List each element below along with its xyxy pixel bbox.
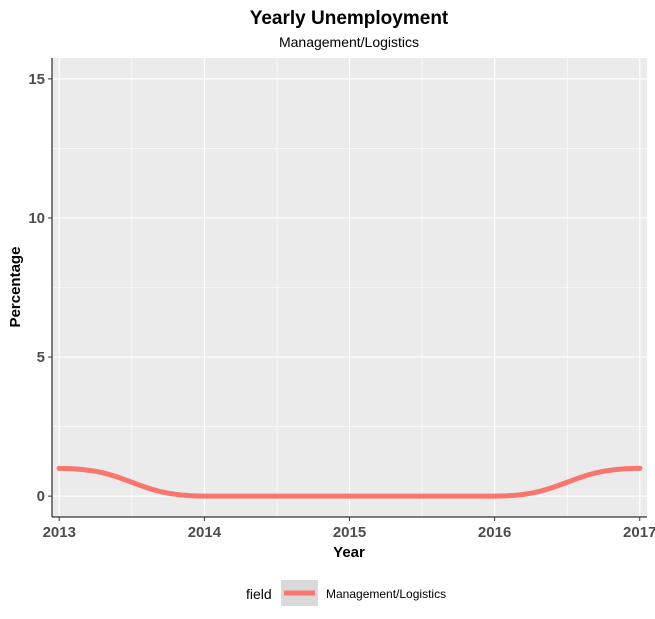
chart-title: Yearly Unemployment (250, 8, 449, 29)
chart-subtitle: Management/Logistics (279, 34, 419, 50)
y-tick-label: 10 (28, 210, 45, 227)
x-tick-label: 2015 (333, 524, 366, 541)
x-tick-label: 2013 (43, 524, 76, 541)
legend-label: Management/Logistics (326, 587, 446, 601)
y-tick-label: 15 (28, 71, 45, 88)
x-axis-ticks: 2013 2014 2015 2016 2017 (43, 517, 655, 541)
y-tick-label: 0 (37, 488, 45, 505)
legend-title: field (246, 586, 272, 602)
series-layer (56, 465, 643, 499)
y-axis-title: Percentage (7, 247, 24, 328)
y-axis-ticks: 0 5 10 15 (28, 71, 52, 505)
x-tick-label: 2014 (188, 524, 222, 541)
plot-panel (51, 58, 647, 518)
x-tick-label: 2016 (478, 524, 511, 541)
series-point (56, 465, 62, 471)
series-point (492, 493, 498, 499)
x-axis-title: Year (333, 544, 365, 561)
x-tick-label: 2017 (623, 524, 655, 541)
y-tick-label: 5 (37, 349, 45, 366)
series-point (201, 493, 207, 499)
series-point (637, 465, 643, 471)
series-point (347, 493, 352, 499)
legend: field Management/Logistics (246, 580, 446, 606)
major-gridlines (52, 58, 647, 517)
